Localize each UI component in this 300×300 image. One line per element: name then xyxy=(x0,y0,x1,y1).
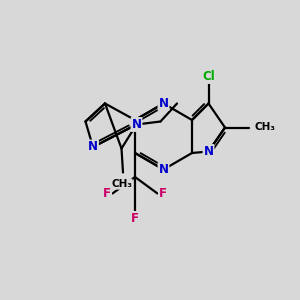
Text: N: N xyxy=(88,140,98,154)
Text: CH₃: CH₃ xyxy=(111,179,132,189)
Text: F: F xyxy=(159,187,167,200)
Text: Cl: Cl xyxy=(202,70,215,83)
Text: N: N xyxy=(131,118,142,131)
Text: N: N xyxy=(158,97,169,110)
Text: F: F xyxy=(131,212,139,225)
Text: CH₃: CH₃ xyxy=(254,122,275,133)
Text: F: F xyxy=(103,187,111,200)
Text: N: N xyxy=(158,163,169,176)
Text: N: N xyxy=(203,145,214,158)
